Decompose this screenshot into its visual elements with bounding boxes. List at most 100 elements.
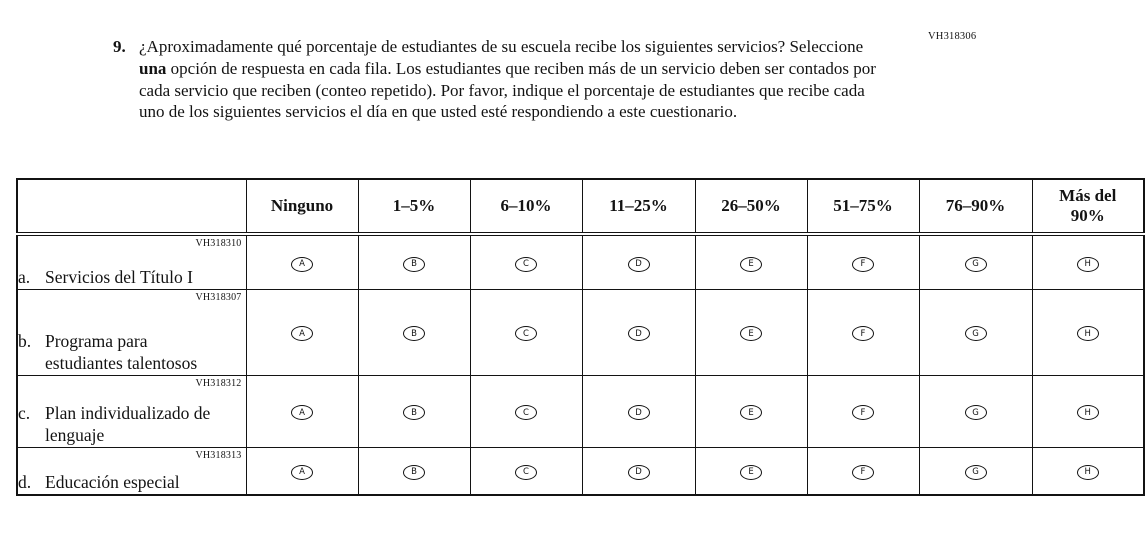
answer-bubble[interactable]: E bbox=[740, 405, 762, 421]
option-cell: G bbox=[918, 288, 1033, 376]
answer-bubble[interactable]: H bbox=[1076, 326, 1099, 342]
row-code: VH318307 bbox=[195, 291, 242, 303]
option-cell: D bbox=[581, 288, 696, 376]
column-header-51-75: 51–75% bbox=[806, 178, 920, 236]
answer-bubble[interactable]: E bbox=[740, 326, 762, 342]
row-label-cell: VH318313 d. Educación especial bbox=[16, 446, 247, 496]
option-cell: D bbox=[581, 446, 696, 496]
option-cell: F bbox=[806, 288, 920, 376]
option-cell: B bbox=[357, 233, 471, 290]
question-text-part: ¿Aproximadamente qué porcentaje de estud… bbox=[139, 37, 864, 56]
answer-bubble[interactable]: E bbox=[740, 465, 762, 481]
answer-bubble[interactable]: H bbox=[1076, 256, 1099, 272]
row-code: VH318313 bbox=[195, 449, 242, 461]
table-row-programa-talentosos: VH318307 b. Programa para estudiantes ta… bbox=[16, 288, 1145, 376]
row-label: Educación especial bbox=[45, 472, 180, 493]
answer-bubble[interactable]: G bbox=[964, 326, 987, 342]
answer-bubble[interactable]: B bbox=[403, 256, 425, 272]
option-cell: B bbox=[357, 374, 471, 448]
response-grid: Ninguno 1–5% 6–10% 11–25% 26–50% 51–75% … bbox=[16, 178, 1145, 496]
answer-bubble[interactable]: B bbox=[403, 326, 425, 342]
option-cell: C bbox=[469, 288, 583, 376]
answer-bubble[interactable]: C bbox=[515, 256, 537, 272]
option-cell: C bbox=[469, 374, 583, 448]
option-cell: E bbox=[694, 233, 808, 290]
option-cell: D bbox=[581, 374, 696, 448]
row-label: Plan individualizado de lenguaje bbox=[45, 402, 211, 445]
row-label-cell: VH318310 a. Servicios del Título I bbox=[16, 233, 247, 290]
answer-bubble[interactable]: H bbox=[1076, 405, 1099, 421]
header-row: Ninguno 1–5% 6–10% 11–25% 26–50% 51–75% … bbox=[16, 178, 1145, 236]
answer-bubble[interactable]: G bbox=[964, 256, 987, 272]
row-prefix: c. bbox=[18, 402, 31, 423]
option-cell: A bbox=[245, 233, 359, 290]
option-cell: B bbox=[357, 288, 471, 376]
answer-bubble[interactable]: B bbox=[403, 405, 425, 421]
option-cell: E bbox=[694, 288, 808, 376]
option-cell: F bbox=[806, 233, 920, 290]
option-cell: A bbox=[245, 288, 359, 376]
answer-bubble[interactable]: F bbox=[852, 326, 874, 342]
column-header-76-90: 76–90% bbox=[918, 178, 1033, 236]
row-label: Programa para estudiantes talentosos bbox=[45, 330, 198, 373]
answer-bubble[interactable]: C bbox=[515, 465, 537, 481]
option-cell: E bbox=[694, 446, 808, 496]
corner-cell bbox=[16, 178, 247, 236]
row-label-cell: VH318307 b. Programa para estudiantes ta… bbox=[16, 288, 247, 376]
option-cell: H bbox=[1031, 446, 1145, 496]
row-code: VH318312 bbox=[195, 377, 242, 389]
option-cell: D bbox=[581, 233, 696, 290]
answer-bubble[interactable]: H bbox=[1076, 465, 1099, 481]
answer-bubble[interactable]: D bbox=[627, 326, 650, 342]
option-cell: E bbox=[694, 374, 808, 448]
answer-bubble[interactable]: D bbox=[627, 405, 650, 421]
option-cell: C bbox=[469, 233, 583, 290]
option-cell: B bbox=[357, 446, 471, 496]
answer-bubble[interactable]: A bbox=[291, 465, 313, 481]
answer-bubble[interactable]: E bbox=[740, 256, 762, 272]
answer-bubble[interactable]: A bbox=[291, 326, 313, 342]
answer-bubble[interactable]: D bbox=[627, 256, 650, 272]
answer-bubble[interactable]: D bbox=[627, 465, 650, 481]
option-cell: C bbox=[469, 446, 583, 496]
question-bold-word: una bbox=[139, 58, 167, 78]
row-prefix: d. bbox=[18, 472, 32, 493]
answer-bubble[interactable]: A bbox=[291, 256, 313, 272]
row-label: Servicios del Título I bbox=[45, 266, 193, 287]
option-cell: G bbox=[918, 374, 1033, 448]
row-prefix: b. bbox=[18, 330, 32, 351]
option-cell: F bbox=[806, 446, 920, 496]
table-row-plan-lenguaje: VH318312 c. Plan individualizado de leng… bbox=[16, 374, 1145, 448]
column-header-6-10: 6–10% bbox=[469, 178, 583, 236]
answer-bubble[interactable]: C bbox=[515, 405, 537, 421]
option-cell: A bbox=[245, 374, 359, 448]
table-row-servicios-titulo-i: VH318310 a. Servicios del Título I A B C… bbox=[16, 233, 1145, 290]
row-code: VH318310 bbox=[195, 238, 242, 249]
question-text: ¿Aproximadamente qué porcentaje de estud… bbox=[139, 36, 887, 123]
answer-bubble[interactable]: F bbox=[852, 256, 874, 272]
column-header-26-50: 26–50% bbox=[694, 178, 808, 236]
option-cell: G bbox=[918, 233, 1033, 290]
row-label-cell: VH318312 c. Plan individualizado de leng… bbox=[16, 374, 247, 448]
option-cell: A bbox=[245, 446, 359, 496]
answer-bubble[interactable]: G bbox=[964, 405, 987, 421]
answer-bubble[interactable]: A bbox=[291, 405, 313, 421]
column-header-11-25: 11–25% bbox=[581, 178, 696, 236]
column-header-ninguno: Ninguno bbox=[245, 178, 359, 236]
option-cell: H bbox=[1031, 233, 1145, 290]
answer-bubble[interactable]: C bbox=[515, 326, 537, 342]
column-header-1-5: 1–5% bbox=[357, 178, 471, 236]
option-cell: F bbox=[806, 374, 920, 448]
question-code: VH318306 bbox=[928, 31, 977, 42]
option-cell: H bbox=[1031, 374, 1145, 448]
question-number: 9. bbox=[113, 37, 126, 56]
answer-bubble[interactable]: F bbox=[852, 465, 874, 481]
answer-bubble[interactable]: G bbox=[964, 465, 987, 481]
answer-bubble[interactable]: F bbox=[852, 405, 874, 421]
option-cell: G bbox=[918, 446, 1033, 496]
table-row-educacion-especial: VH318313 d. Educación especial A B C D E… bbox=[16, 446, 1145, 496]
row-prefix: a. bbox=[18, 266, 31, 287]
question-block: 9. ¿Aproximadamente qué porcentaje de es… bbox=[113, 36, 887, 123]
answer-bubble[interactable]: B bbox=[403, 465, 425, 481]
